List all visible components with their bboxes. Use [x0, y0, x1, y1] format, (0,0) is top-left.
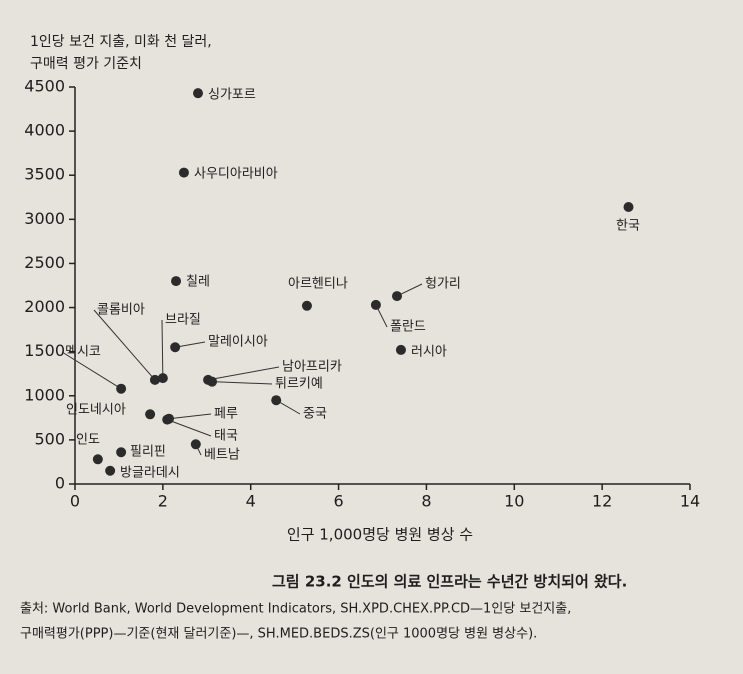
point: [178, 167, 189, 178]
y-tick-label: 1000: [24, 385, 65, 404]
point: [116, 383, 127, 394]
x-tick-label: 8: [421, 492, 431, 511]
x-axis-label: 인구 1,000명당 병원 병상 수: [287, 526, 473, 544]
point: [92, 454, 103, 465]
point-label: 폴란드: [390, 320, 426, 335]
leader-line: [167, 419, 212, 437]
x-tick-label: 14: [680, 492, 700, 511]
y-tick-label: 4500: [24, 77, 65, 96]
point: [170, 342, 181, 353]
y-tick-label: 2000: [24, 297, 65, 316]
x-tick-label: 10: [504, 492, 524, 511]
point: [391, 291, 402, 302]
leader-line: [161, 319, 164, 379]
point: [193, 88, 203, 99]
point-label: 러시아: [411, 345, 447, 360]
y-tick-label: 1500: [24, 341, 65, 360]
point-label: 인도: [76, 433, 100, 448]
point: [370, 299, 381, 310]
point-label: 싱가포르: [208, 88, 256, 103]
point-label: 페루: [214, 407, 238, 422]
point: [301, 300, 312, 311]
point-label: 브라질: [165, 313, 201, 328]
leader-line: [175, 341, 206, 348]
leader-line: [61, 351, 122, 390]
x-tick-label: 6: [333, 492, 343, 511]
point-label: 중국: [303, 407, 327, 422]
source-note: 출처: World Bank, World Development Indica…: [20, 602, 571, 617]
point: [623, 201, 634, 212]
point: [395, 344, 406, 355]
point-label: 베트남: [204, 448, 240, 463]
point-label: 한국: [616, 219, 640, 234]
point-label: 남아프리카: [282, 360, 342, 375]
point-label: 인도네시아: [66, 403, 126, 418]
point-label: 태국: [214, 429, 238, 444]
point-label: 사우디아라비아: [194, 167, 278, 182]
point-label: 필리핀: [130, 445, 166, 460]
x-tick-label: 0: [70, 492, 80, 511]
y-tick-label: 3500: [24, 165, 65, 184]
x-tick-label: 4: [246, 492, 256, 511]
leader-line: [212, 381, 273, 385]
point: [149, 374, 160, 385]
point-label: 헝가리: [425, 277, 461, 292]
point-label: 방글라데시: [120, 466, 180, 481]
point: [171, 276, 182, 287]
point-label: 멕시코: [65, 345, 101, 360]
point: [190, 439, 201, 450]
point: [271, 395, 282, 406]
point-label: 콜롬비아: [97, 303, 145, 318]
source-note: 구매력평가(PPP)—기준(현재 달러기준)—, SH.MED.BEDS.ZS(…: [20, 627, 537, 642]
y-axis-label: 1인당 보건 지출, 미화 천 달러,: [30, 34, 212, 50]
x-tick-label: 2: [158, 492, 168, 511]
leader-line: [168, 413, 212, 420]
point: [157, 373, 168, 384]
y-tick-label: 3000: [24, 209, 65, 228]
leader-line: [208, 366, 280, 381]
point-label: 아르헨티나: [288, 277, 348, 292]
x-tick-label: 12: [592, 492, 612, 511]
y-tick-label: 2500: [24, 253, 65, 272]
point-label: 튀르키예: [275, 377, 323, 392]
figure-caption: 그림 23.2 인도의 의료 인프라는 수년간 방치되어 왔다.: [272, 573, 627, 591]
point: [145, 409, 156, 420]
y-axis-label: 구매력 평가 기준치: [30, 56, 142, 72]
point-label: 칠레: [186, 275, 210, 290]
point-label: 말레이시아: [208, 335, 268, 350]
y-tick-label: 0: [55, 474, 65, 493]
point: [207, 376, 218, 387]
point: [105, 465, 116, 476]
point: [162, 414, 173, 425]
point: [116, 447, 127, 458]
leader-line: [93, 309, 156, 381]
y-tick-label: 4000: [24, 121, 65, 140]
y-tick-label: 500: [34, 429, 65, 448]
